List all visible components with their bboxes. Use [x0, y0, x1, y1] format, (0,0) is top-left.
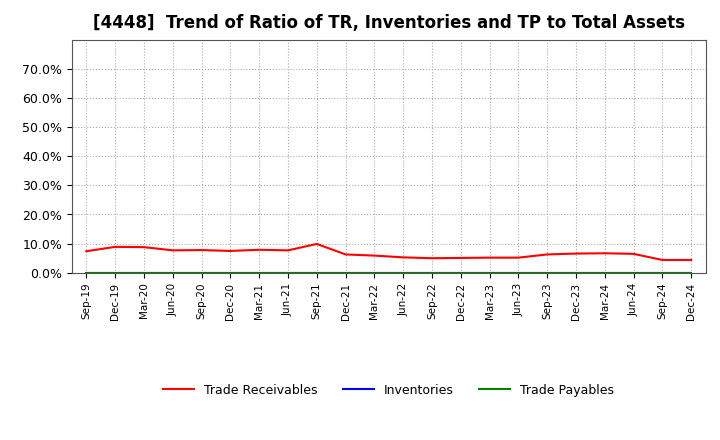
Trade Payables: [312, 270, 321, 275]
Inventories: [572, 270, 580, 275]
Trade Receivables: [514, 255, 523, 260]
Inventories: [140, 270, 148, 275]
Trade Receivables: [168, 248, 177, 253]
Trade Receivables: [111, 244, 120, 249]
Inventories: [284, 270, 292, 275]
Trade Receivables: [255, 247, 264, 253]
Inventories: [514, 270, 523, 275]
Trade Payables: [370, 270, 379, 275]
Line: Trade Receivables: Trade Receivables: [86, 244, 691, 260]
Inventories: [168, 270, 177, 275]
Trade Payables: [485, 270, 494, 275]
Trade Receivables: [572, 251, 580, 256]
Trade Receivables: [140, 245, 148, 250]
Inventories: [370, 270, 379, 275]
Trade Payables: [600, 270, 609, 275]
Trade Receivables: [687, 257, 696, 263]
Inventories: [312, 270, 321, 275]
Trade Payables: [514, 270, 523, 275]
Inventories: [658, 270, 667, 275]
Inventories: [687, 270, 696, 275]
Inventories: [456, 270, 465, 275]
Inventories: [255, 270, 264, 275]
Inventories: [629, 270, 638, 275]
Trade Receivables: [226, 248, 235, 253]
Inventories: [341, 270, 350, 275]
Inventories: [399, 270, 408, 275]
Inventories: [197, 270, 206, 275]
Trade Payables: [658, 270, 667, 275]
Trade Receivables: [370, 253, 379, 258]
Inventories: [428, 270, 436, 275]
Inventories: [82, 270, 91, 275]
Trade Payables: [197, 270, 206, 275]
Trade Receivables: [658, 257, 667, 263]
Title: [4448]  Trend of Ratio of TR, Inventories and TP to Total Assets: [4448] Trend of Ratio of TR, Inventories…: [93, 15, 685, 33]
Trade Receivables: [312, 241, 321, 246]
Inventories: [226, 270, 235, 275]
Trade Payables: [284, 270, 292, 275]
Legend: Trade Receivables, Inventories, Trade Payables: Trade Receivables, Inventories, Trade Pa…: [158, 379, 619, 402]
Trade Receivables: [284, 248, 292, 253]
Trade Payables: [399, 270, 408, 275]
Trade Payables: [168, 270, 177, 275]
Trade Payables: [341, 270, 350, 275]
Trade Receivables: [600, 251, 609, 256]
Trade Payables: [428, 270, 436, 275]
Trade Receivables: [485, 255, 494, 260]
Trade Receivables: [197, 247, 206, 253]
Trade Payables: [543, 270, 552, 275]
Trade Payables: [456, 270, 465, 275]
Trade Payables: [140, 270, 148, 275]
Trade Receivables: [543, 252, 552, 257]
Trade Payables: [629, 270, 638, 275]
Inventories: [600, 270, 609, 275]
Trade Receivables: [456, 255, 465, 260]
Trade Payables: [687, 270, 696, 275]
Trade Receivables: [82, 249, 91, 254]
Trade Receivables: [428, 256, 436, 261]
Trade Payables: [82, 270, 91, 275]
Inventories: [485, 270, 494, 275]
Trade Payables: [111, 270, 120, 275]
Trade Payables: [572, 270, 580, 275]
Trade Payables: [255, 270, 264, 275]
Trade Payables: [226, 270, 235, 275]
Trade Receivables: [341, 252, 350, 257]
Trade Receivables: [629, 251, 638, 257]
Inventories: [111, 270, 120, 275]
Trade Receivables: [399, 255, 408, 260]
Inventories: [543, 270, 552, 275]
